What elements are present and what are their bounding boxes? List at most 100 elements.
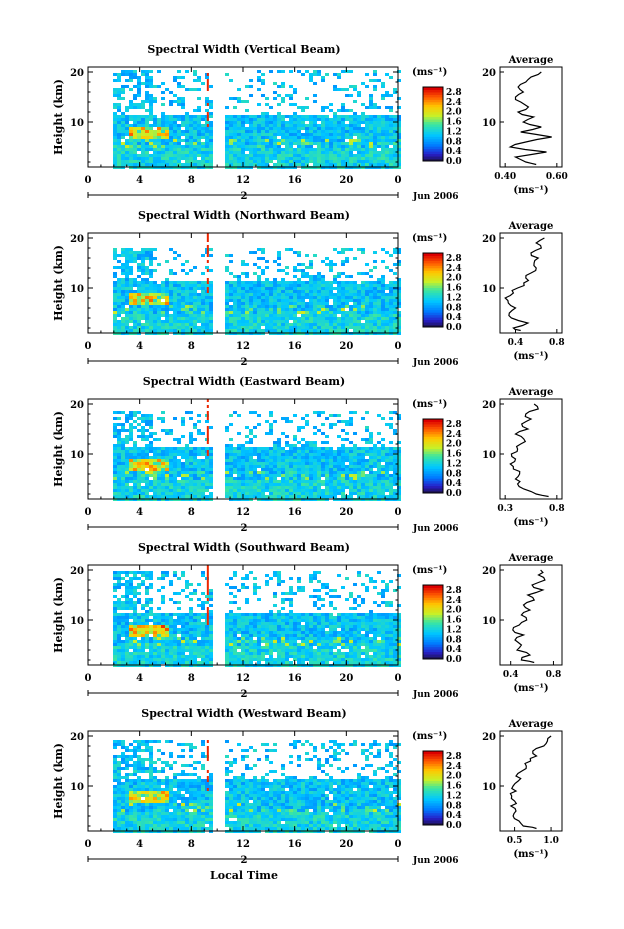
heatmap-cell [137, 486, 141, 489]
heatmap-cell [301, 450, 305, 453]
heatmap-cell [329, 456, 333, 459]
heatmap-cell [205, 471, 209, 474]
heatmap-cell [293, 148, 297, 151]
heatmap-cell [117, 634, 121, 637]
heatmap-cell [225, 477, 229, 480]
heatmap-cell [237, 299, 241, 302]
heatmap-cell [389, 423, 393, 426]
heatmap-cell [329, 329, 333, 332]
heatmap-cell [141, 151, 145, 154]
heatmap-cell [297, 118, 301, 121]
heatmap-cell [313, 115, 317, 118]
heatmap-cell [289, 293, 293, 296]
heatmap-cell [193, 293, 197, 296]
heatmap-cell [261, 486, 265, 489]
heatmap-cell [117, 574, 121, 577]
heatmap-cell [365, 489, 369, 492]
heatmap-cell [261, 130, 265, 133]
heatmap-cell [245, 456, 249, 459]
heatmap-cell [289, 492, 293, 495]
heatmap-cell [313, 453, 317, 456]
heatmap-cell [181, 148, 185, 151]
heatmap-cell [209, 462, 213, 465]
heatmap-cell [365, 130, 369, 133]
heatmap-cell [389, 94, 393, 97]
heatmap-cell [117, 435, 121, 438]
heatmap-cell [381, 483, 385, 486]
heatmap-cell [305, 447, 309, 450]
heatmap-cell [249, 326, 253, 329]
heatmap-cell [165, 118, 169, 121]
heatmap-cell [121, 489, 125, 492]
heatmap-cell [133, 462, 137, 465]
heatmap-cell [381, 447, 385, 450]
heatmap-cell [317, 151, 321, 154]
heatmap-cell [281, 453, 285, 456]
heatmap-cell [325, 151, 329, 154]
heatmap-cell [121, 634, 125, 637]
heatmap-cell [397, 317, 401, 320]
colorbar-tick-label: 0.8 [446, 303, 462, 313]
heatmap-cell [153, 462, 157, 465]
heatmap-cell [333, 453, 337, 456]
heatmap-cell [229, 483, 233, 486]
heatmap-cell [237, 311, 241, 314]
heatmap-cell [277, 118, 281, 121]
heatmap-cell [137, 480, 141, 483]
heatmap-cell [389, 441, 393, 444]
heatmap-cell [309, 302, 313, 305]
heatmap-cell [357, 447, 361, 450]
heatmap-cell [341, 486, 345, 489]
heatmap-cell [157, 118, 161, 121]
heatmap-cell [125, 646, 129, 649]
heatmap-cell [233, 447, 237, 450]
heatmap-cell [281, 468, 285, 471]
heatmap-cell [385, 495, 389, 498]
heatmap-cell [321, 163, 325, 166]
heatmap-cell [349, 151, 353, 154]
heatmap-cell [397, 302, 401, 305]
heatmap-cell [209, 112, 213, 115]
heatmap-cell [113, 622, 117, 625]
heatmap-cell [141, 492, 145, 495]
heatmap-cell [289, 151, 293, 154]
heatmap-cell [197, 471, 201, 474]
heatmap-cell [197, 489, 201, 492]
heatmap-cell [161, 82, 165, 85]
heatmap-cell [337, 284, 341, 287]
heatmap-cell [321, 411, 325, 414]
heatmap-cell [389, 296, 393, 299]
heatmap-cell [377, 453, 381, 456]
colorbar-swatch [423, 99, 443, 103]
heatmap-cell [277, 474, 281, 477]
heatmap-cell [141, 429, 145, 432]
heatmap-cell [277, 305, 281, 308]
heatmap-cell [301, 145, 305, 148]
heatmap-cell [329, 284, 333, 287]
heatmap-cell [165, 115, 169, 118]
heatmap-cell [341, 492, 345, 495]
heatmap-cell [177, 287, 181, 290]
heatmap-cell [241, 447, 245, 450]
heatmap-cell [209, 139, 213, 142]
heatmap-cell [393, 480, 397, 483]
heatmap-cell [141, 272, 145, 275]
heatmap-cell [173, 121, 177, 124]
heatmap-cell [117, 580, 121, 583]
heatmap-cell [385, 145, 389, 148]
heatmap-cell [257, 284, 261, 287]
heatmap-cell [365, 308, 369, 311]
heatmap-cell [117, 260, 121, 263]
heatmap-cell [281, 317, 285, 320]
heatmap-cell [137, 118, 141, 121]
heatmap-cell [305, 495, 309, 498]
heatmap-cell [361, 299, 365, 302]
heatmap-cell [325, 459, 329, 462]
heatmap-cell [177, 302, 181, 305]
heatmap-cell [381, 151, 385, 154]
heatmap-cell [133, 577, 137, 580]
heatmap-cell [313, 296, 317, 299]
heatmap-cell [317, 145, 321, 148]
heatmap-cell [289, 305, 293, 308]
heatmap-cell [161, 474, 165, 477]
